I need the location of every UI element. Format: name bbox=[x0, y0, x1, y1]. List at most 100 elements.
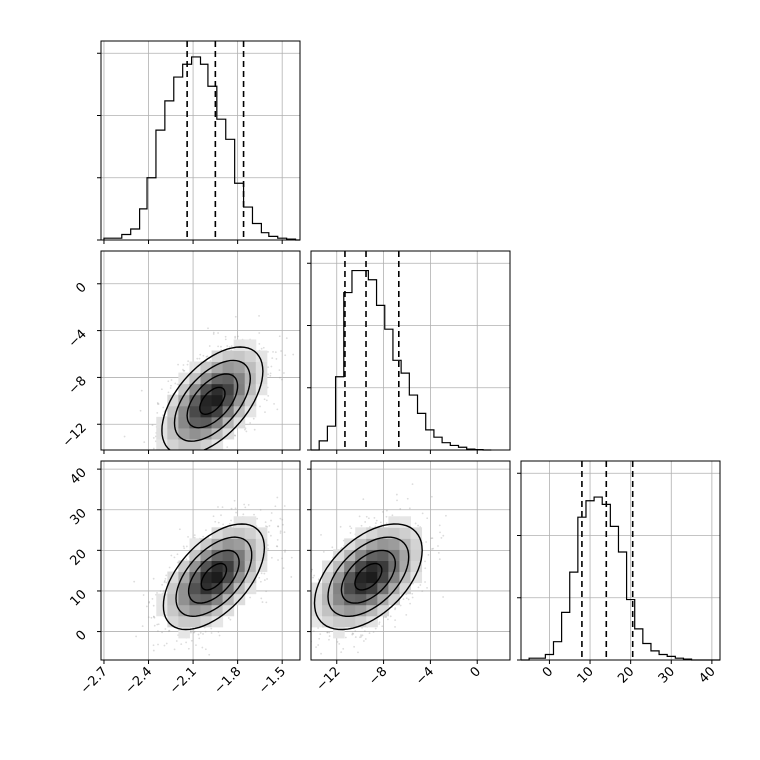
sample-point bbox=[287, 646, 289, 648]
sample-point bbox=[263, 572, 266, 575]
sample-point bbox=[182, 364, 185, 366]
sample-point bbox=[195, 644, 197, 647]
density-cell bbox=[244, 549, 257, 561]
sample-point bbox=[273, 402, 275, 405]
sample-point bbox=[174, 464, 176, 466]
panel-joint-0-1: −12−8−40 bbox=[60, 250, 301, 474]
density-cell bbox=[222, 582, 235, 595]
panel-frame bbox=[100, 250, 301, 451]
sample-point bbox=[222, 523, 225, 526]
sample-point bbox=[267, 366, 270, 369]
sample-point bbox=[224, 338, 227, 341]
sample-point bbox=[431, 548, 433, 550]
density-cell bbox=[388, 560, 400, 573]
sample-point bbox=[270, 365, 273, 368]
sample-point bbox=[328, 635, 331, 637]
sample-point bbox=[192, 458, 194, 460]
sample-point bbox=[167, 391, 170, 394]
sample-point bbox=[411, 483, 414, 486]
y-tick-label: −4 bbox=[66, 327, 90, 351]
sample-point bbox=[259, 580, 262, 583]
density-cell bbox=[200, 604, 213, 617]
sample-point bbox=[135, 635, 138, 638]
density-cell bbox=[311, 593, 323, 606]
density-cell bbox=[189, 416, 201, 429]
sample-point bbox=[152, 447, 155, 450]
sample-point bbox=[160, 388, 163, 391]
sample-point bbox=[357, 651, 359, 654]
sample-point bbox=[374, 525, 377, 528]
sample-point bbox=[176, 553, 179, 556]
sample-point bbox=[167, 630, 170, 633]
contour-line bbox=[187, 549, 240, 604]
density-cell bbox=[399, 516, 411, 528]
sample-point bbox=[245, 430, 248, 433]
sample-point bbox=[173, 556, 176, 559]
sample-point bbox=[340, 547, 342, 550]
density-cell bbox=[355, 615, 367, 628]
density-cell bbox=[167, 571, 179, 584]
sample-point bbox=[266, 578, 268, 580]
density-cell bbox=[178, 615, 190, 628]
panel-hist-2: 0 10 20 30 40 bbox=[517, 460, 721, 687]
sample-point bbox=[233, 434, 236, 437]
sample-point bbox=[317, 578, 320, 581]
sample-point bbox=[212, 331, 215, 334]
density-cell bbox=[156, 438, 168, 450]
density-cell bbox=[388, 593, 400, 606]
density-cell bbox=[399, 571, 411, 584]
sample-point bbox=[278, 376, 281, 379]
sample-point bbox=[189, 452, 191, 454]
sample-point bbox=[411, 592, 414, 595]
sample-point bbox=[284, 549, 287, 552]
density-cell bbox=[178, 427, 190, 440]
sample-point bbox=[163, 581, 166, 583]
density-cell bbox=[211, 350, 224, 363]
sample-point bbox=[260, 347, 263, 350]
sample-point bbox=[185, 641, 188, 644]
x-tick-label: −2.1 bbox=[167, 664, 200, 697]
y-tick-label: 0 bbox=[73, 628, 89, 644]
density-cell bbox=[167, 593, 179, 606]
sample-point bbox=[265, 525, 267, 528]
sample-point bbox=[351, 632, 354, 635]
sample-point bbox=[230, 507, 233, 510]
sample-point bbox=[152, 649, 155, 652]
y-tick-label: 40 bbox=[68, 465, 90, 487]
sample-point bbox=[193, 534, 196, 537]
density-cell bbox=[178, 383, 190, 396]
sample-point bbox=[439, 531, 441, 534]
sample-point bbox=[210, 627, 213, 630]
density-cell bbox=[189, 394, 201, 407]
density-cell bbox=[189, 560, 201, 573]
sample-point bbox=[189, 629, 192, 632]
sample-point bbox=[187, 647, 190, 650]
density-cell bbox=[189, 604, 201, 617]
sample-point bbox=[247, 503, 250, 506]
sample-point bbox=[277, 559, 279, 561]
histogram-step bbox=[521, 496, 720, 661]
sample-point bbox=[259, 509, 262, 511]
density-cell bbox=[167, 416, 179, 429]
sample-point bbox=[208, 653, 211, 656]
density-cell bbox=[244, 582, 257, 595]
sample-point bbox=[234, 507, 237, 510]
x-tick-label: −12 bbox=[314, 664, 344, 694]
density-cell bbox=[333, 560, 345, 573]
sample-point bbox=[260, 572, 263, 575]
sample-point bbox=[204, 648, 207, 651]
sample-point bbox=[196, 357, 199, 360]
sample-point bbox=[165, 574, 168, 577]
sample-point bbox=[156, 403, 159, 405]
density-cell bbox=[366, 593, 378, 606]
sample-point bbox=[282, 567, 285, 570]
contour-line bbox=[340, 549, 397, 604]
sample-point bbox=[159, 590, 162, 592]
density-cell bbox=[233, 527, 246, 539]
density-cell bbox=[233, 560, 246, 573]
sample-point bbox=[270, 556, 273, 559]
sample-point bbox=[142, 472, 144, 474]
sample-point bbox=[231, 454, 233, 456]
sample-point bbox=[258, 315, 260, 317]
sample-point bbox=[224, 335, 227, 338]
